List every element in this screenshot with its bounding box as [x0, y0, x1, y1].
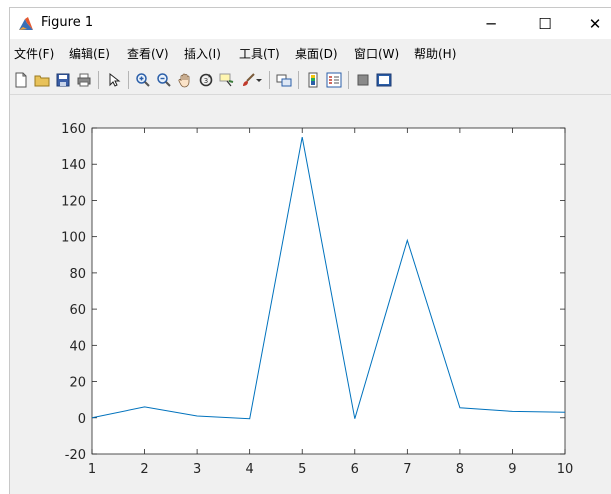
toolbar-separator: [348, 71, 349, 89]
title-bar[interactable]: Figure 1 ─ ☐ ✕: [10, 8, 611, 39]
x-tick-label: 3: [193, 462, 201, 477]
y-tick-label: 40: [69, 339, 86, 354]
brush-icon[interactable]: [238, 70, 258, 90]
zoom-in-icon[interactable]: [133, 70, 153, 90]
insert-colorbar-icon[interactable]: [303, 70, 323, 90]
toolbar-separator: [128, 71, 129, 89]
toolbar-separator: [98, 71, 99, 89]
figure-window: Figure 1 ─ ☐ ✕ 文件(F) 编辑(E) 查看(V) 插入(I) 工…: [9, 7, 611, 494]
brush-dropdown-icon[interactable]: [254, 70, 264, 90]
rotate-3d-icon[interactable]: 3: [196, 70, 216, 90]
menu-insert[interactable]: 插入(I): [184, 47, 221, 61]
menu-tools[interactable]: 工具(T): [239, 47, 280, 61]
menu-bar: 文件(F) 编辑(E) 查看(V) 插入(I) 工具(T) 桌面(D) 窗口(W…: [10, 42, 611, 64]
x-tick-label: 2: [140, 462, 148, 477]
figure-toolbar: 3: [10, 66, 611, 95]
edit-plot-arrow-icon[interactable]: [104, 70, 124, 90]
x-tick-label: 6: [351, 462, 359, 477]
menu-edit[interactable]: 编辑(E): [69, 47, 110, 61]
x-tick-label: 10: [557, 462, 574, 477]
menu-desktop[interactable]: 桌面(D): [295, 47, 338, 61]
zoom-out-icon[interactable]: [154, 70, 174, 90]
x-tick-label: 5: [298, 462, 306, 477]
open-file-icon[interactable]: [32, 70, 52, 90]
maximize-button[interactable]: ☐: [538, 14, 552, 33]
menu-window[interactable]: 窗口(W): [354, 47, 400, 61]
menu-help[interactable]: 帮助(H): [414, 47, 457, 61]
x-tick-label: 1: [88, 462, 96, 477]
y-tick-label: 160: [61, 122, 86, 137]
close-button[interactable]: ✕: [588, 14, 602, 33]
insert-legend-icon[interactable]: [324, 70, 344, 90]
x-tick-label: 7: [403, 462, 411, 477]
x-tick-label: 8: [456, 462, 464, 477]
y-tick-label: 60: [69, 303, 86, 318]
toolbar-separator: [298, 71, 299, 89]
menu-view[interactable]: 查看(V): [127, 47, 169, 61]
line-chart[interactable]: 1 2 3 4 5 6 7 8 9 10 -20 0 20 40 60 80 100 120 140 160: [10, 95, 611, 494]
toolbar-separator: [269, 71, 270, 89]
menu-file[interactable]: 文件(F): [14, 47, 55, 61]
svg-text:3: 3: [204, 77, 208, 85]
print-icon[interactable]: [74, 70, 94, 90]
y-tick-label: -20: [65, 448, 86, 463]
window-title: Figure 1: [41, 15, 94, 30]
y-tick-label: 20: [69, 376, 86, 391]
series-group: [91, 137, 566, 420]
y-tick-label: 0: [78, 412, 86, 427]
data-cursor-icon[interactable]: [217, 70, 237, 90]
y-tick-label: 80: [69, 267, 86, 282]
show-plot-tools-icon[interactable]: [374, 70, 394, 90]
x-axis: 1 2 3 4 5 6 7 8 9 10: [88, 128, 573, 477]
matlab-logo-icon: [18, 16, 34, 32]
axes-area: [91, 127, 566, 455]
y-axis: -20 0 20 40 60 80 100 120 140 160: [61, 122, 565, 463]
pan-hand-icon[interactable]: [175, 70, 195, 90]
save-icon[interactable]: [53, 70, 73, 90]
minimize-button[interactable]: ─: [486, 14, 496, 33]
y-tick-label: 140: [61, 158, 86, 173]
y-tick-label: 120: [61, 194, 86, 209]
link-plot-icon[interactable]: [274, 70, 294, 90]
hide-plot-tools-icon[interactable]: [353, 70, 373, 90]
x-tick-label: 9: [508, 462, 516, 477]
y-tick-label: 100: [61, 231, 86, 246]
series-line: [91, 137, 566, 420]
figure-area: 1 2 3 4 5 6 7 8 9 10 -20 0 20 40 60 80 100 120 140 160: [10, 95, 611, 494]
new-figure-icon[interactable]: [11, 70, 31, 90]
x-tick-label: 4: [246, 462, 254, 477]
